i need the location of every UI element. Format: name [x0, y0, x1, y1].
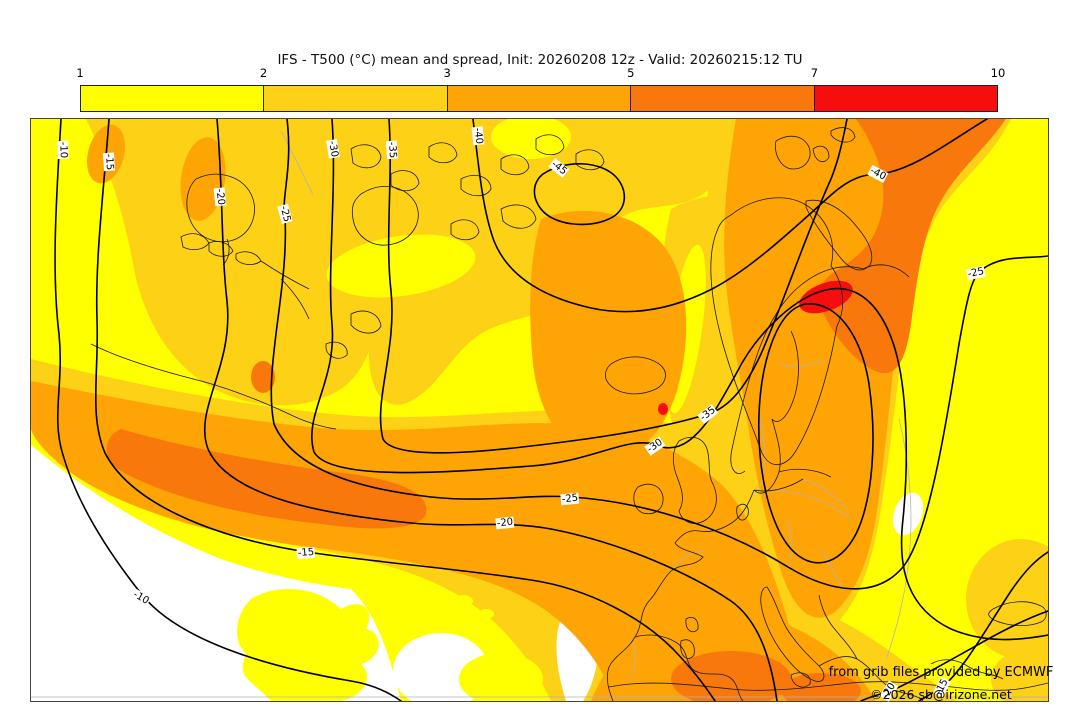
colorbar-tick-5: 5	[627, 66, 635, 80]
contour-label--15: -15	[102, 152, 116, 172]
temperature-contours-layer	[54, 119, 1048, 701]
colorbar-segment-5-7	[630, 86, 814, 111]
map-canvas	[31, 119, 1048, 701]
colorbar-tick-7: 7	[810, 66, 819, 80]
contour-label--20: -20	[495, 516, 515, 530]
contour-minus-35	[379, 119, 848, 454]
contour-minus-30	[311, 119, 1048, 641]
contour-label--20: -20	[213, 187, 227, 207]
colorbar-segment-3-5	[446, 86, 631, 111]
contour-label--40: -40	[471, 126, 485, 146]
attribution-source: from grib files provided by ECMWF	[828, 665, 1054, 680]
contour-label--10: -10	[57, 140, 69, 160]
contour-minus-45-loop	[533, 163, 626, 226]
contour-minus-15	[94, 119, 716, 701]
contour-minus-35-loop	[757, 303, 874, 564]
colorbar-tick-labels: 1 2 3 5 7 10	[76, 66, 1005, 82]
colorbar-segment-2-3	[263, 86, 447, 111]
map-panel: -10 -15 -20 -25 -30 -35 -40 -45 -40 -25 -35 -30 -25-…	[30, 118, 1053, 702]
colorbar-segment-7-10	[813, 86, 998, 111]
contour-label--35: -35	[385, 140, 399, 160]
contour-minus-10	[54, 119, 402, 701]
page-title: IFS - T500 (°C) mean and spread, Init: 2…	[277, 52, 803, 68]
coastlines-layer	[90, 127, 1048, 701]
contour-label--15: -15	[296, 546, 316, 560]
colorbar-tick-10: 10	[990, 66, 1006, 80]
colorbar-tick-1: 1	[76, 66, 84, 80]
colorbar-tick-3: 3	[443, 66, 451, 80]
attribution-copyright: ©2026 sb@irizone.net	[870, 687, 1012, 702]
contour-label--25: -25	[560, 492, 580, 506]
colorbar	[80, 85, 998, 112]
contour-minus-20	[203, 119, 778, 701]
contour-minus-25	[270, 119, 1048, 590]
colorbar-tick-2: 2	[259, 66, 268, 80]
colorbar-segment-1-2	[81, 86, 264, 111]
